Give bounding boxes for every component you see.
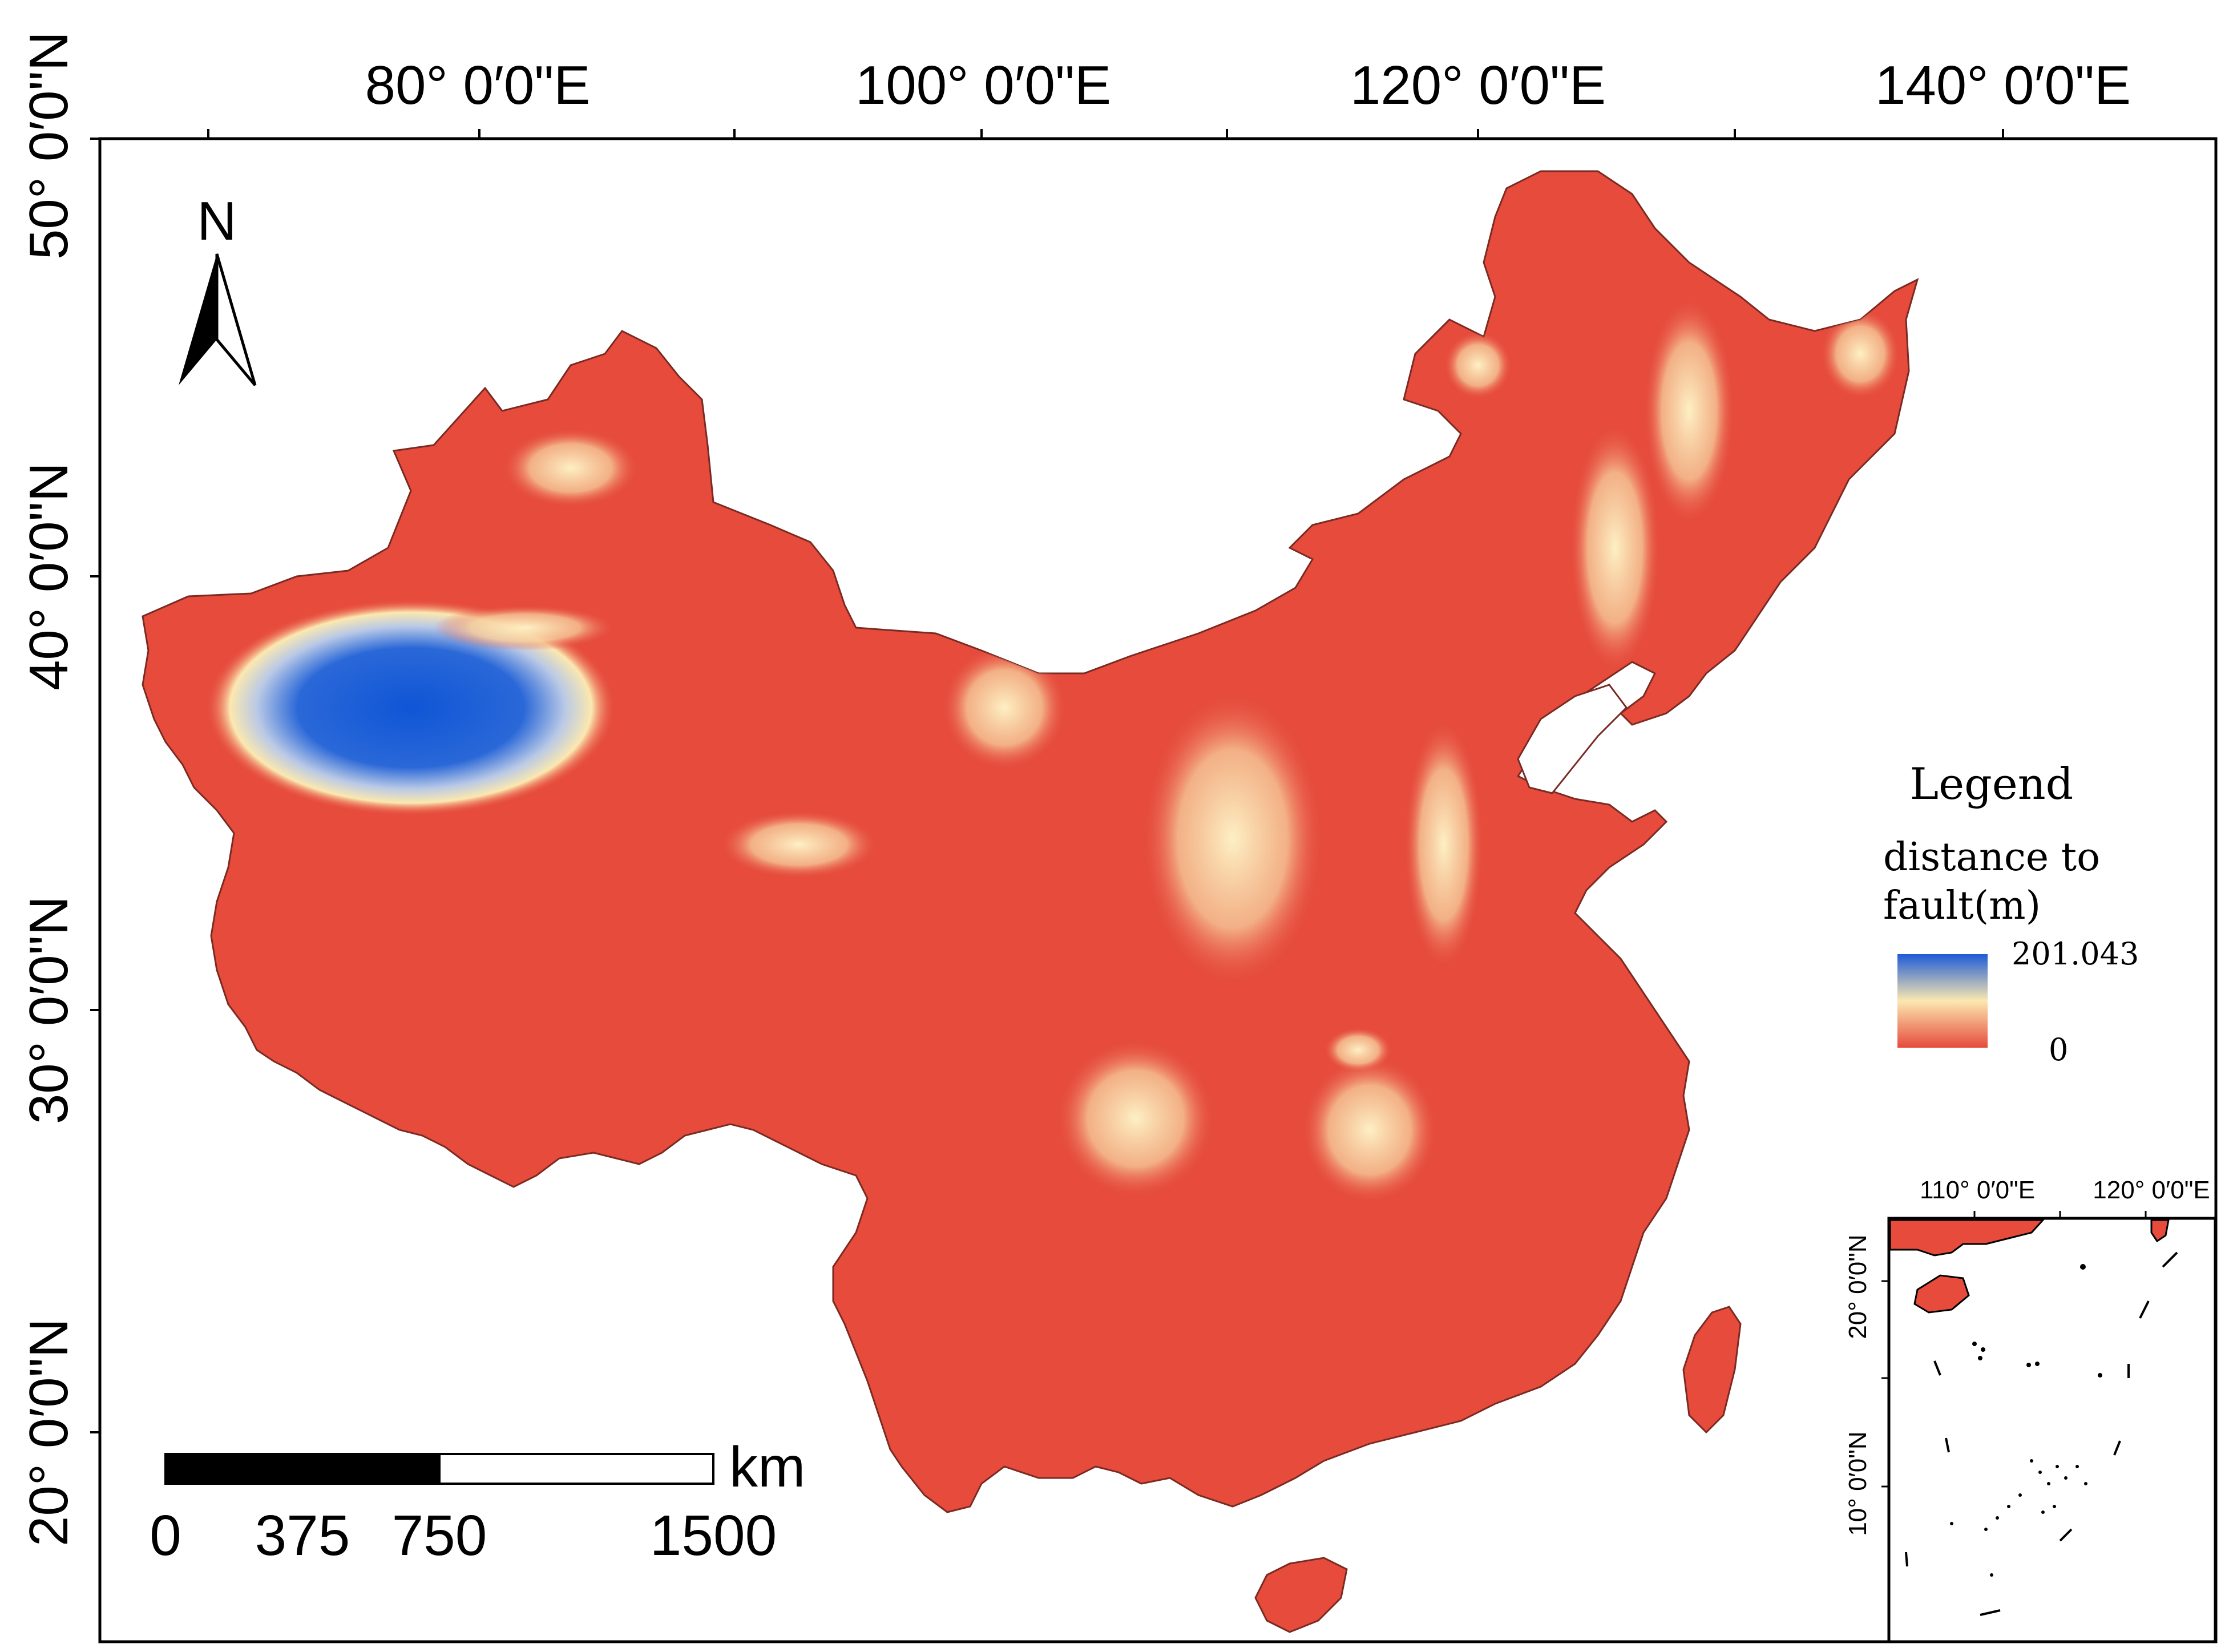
scale-bar-white-segment bbox=[438, 1453, 714, 1485]
inset-map: 110° 0′0"E 120° 0′0"E 20° 0′0"N 10° 0′0"… bbox=[1844, 1176, 2217, 1643]
inset-ticks bbox=[1881, 1211, 2147, 1488]
north-arrow: N bbox=[179, 191, 257, 386]
north-arrow-label: N bbox=[197, 191, 236, 252]
legend-title: Legend bbox=[1910, 758, 2074, 809]
legend: Legend distance to fault(m) 201.043 0 bbox=[1883, 758, 2139, 1068]
latitude-label-30n: 30° 0′0"N bbox=[18, 896, 79, 1124]
scale-tick-1500: 1500 bbox=[650, 1504, 777, 1568]
longitude-label-80e: 80° 0′0"E bbox=[365, 55, 591, 116]
inset-label-120e: 120° 0′0"E bbox=[2093, 1176, 2210, 1204]
taiwan-island bbox=[1682, 1306, 1742, 1434]
inset-taiwan bbox=[2150, 1219, 2170, 1243]
legend-color-ramp bbox=[1897, 954, 1988, 1048]
longitude-label-140e: 140° 0′0"E bbox=[1875, 55, 2131, 116]
latitude-label-20n: 20° 0′0"N bbox=[18, 1318, 79, 1546]
inset-label-10n: 10° 0′0"N bbox=[1844, 1431, 1872, 1536]
top-tick-marks bbox=[207, 129, 2004, 139]
scale-bar-unit: km bbox=[729, 1435, 805, 1499]
inset-hainan bbox=[1913, 1274, 1970, 1314]
latitude-label-40n: 40° 0′0"N bbox=[18, 462, 79, 690]
map-frame bbox=[98, 137, 2218, 1643]
inset-mainland bbox=[1889, 1219, 2045, 1257]
inset-islands bbox=[1950, 1264, 2102, 1577]
legend-field-line1: distance to bbox=[1883, 835, 2100, 880]
hainan-island bbox=[1254, 1557, 1348, 1633]
scale-tick-375: 375 bbox=[255, 1504, 350, 1568]
legend-max-value: 201.043 bbox=[2012, 936, 2139, 972]
china-distance-raster bbox=[142, 170, 1919, 1633]
inset-dash-lines bbox=[1905, 1251, 2178, 1616]
latitude-label-50n: 50° 0′0"N bbox=[18, 31, 79, 260]
inset-label-110e: 110° 0′0"E bbox=[1920, 1176, 2035, 1204]
legend-field-line2: fault(m) bbox=[1883, 883, 2041, 928]
longitude-label-100e: 100° 0′0"E bbox=[855, 55, 1111, 116]
legend-min-value: 0 bbox=[2049, 1032, 2068, 1068]
scale-bar: km 0 375 750 1500 bbox=[150, 1435, 805, 1568]
distance-highlights bbox=[205, 297, 1900, 1204]
left-tick-marks bbox=[90, 138, 100, 1433]
scale-bar-black-segment bbox=[164, 1453, 441, 1485]
longitude-label-120e: 120° 0′0"E bbox=[1350, 55, 1606, 116]
inset-label-20n: 20° 0′0"N bbox=[1844, 1234, 1872, 1339]
scale-tick-0: 0 bbox=[150, 1504, 181, 1568]
bohai-sea bbox=[1517, 684, 1628, 794]
scale-tick-750: 750 bbox=[392, 1504, 487, 1568]
